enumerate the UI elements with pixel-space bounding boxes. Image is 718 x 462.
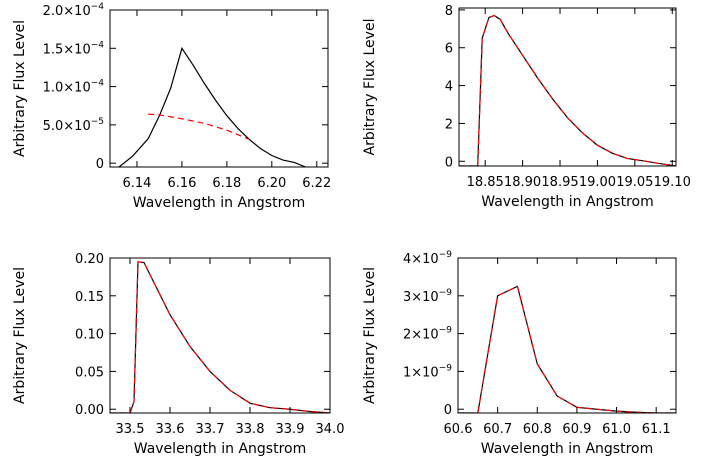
x-tick-label: 18.95 <box>541 175 578 190</box>
plot-frame <box>109 9 329 168</box>
y-tick-label: 0.15 <box>75 290 104 305</box>
x-axis-label: Wavelength in Angstrom <box>481 441 653 457</box>
plot-frame <box>458 7 677 167</box>
x-axis-label: Wavelength in Angstrom <box>134 441 306 457</box>
plot-frame <box>457 257 677 414</box>
y-tick-label: 2.0×10−4 <box>43 2 105 19</box>
y-tick-label: 4 <box>445 80 453 95</box>
x-tick-label: 18.85 <box>467 175 504 190</box>
x-axis-label: Wavelength in Angstrom <box>133 195 305 211</box>
y-tick-label: 0.10 <box>75 328 104 343</box>
x-tick-label: 60.8 <box>523 422 552 437</box>
x-tick-label: 6.22 <box>302 176 331 191</box>
y-axis-label: Arbitrary Flux Level <box>362 19 378 156</box>
x-tick-label: 60.9 <box>562 422 591 437</box>
x-tick-label: 60.7 <box>483 422 512 437</box>
y-tick-label: 8 <box>445 4 453 19</box>
x-tick-label: 18.90 <box>504 175 541 190</box>
y-tick-label: 0.00 <box>75 403 104 418</box>
x-tick-label: 33.9 <box>276 422 305 437</box>
series-line-1 <box>458 285 676 413</box>
series-line-2 <box>458 285 676 413</box>
y-tick-label: 6 <box>445 42 453 57</box>
x-tick-label: 6.20 <box>257 176 286 191</box>
plot-frame <box>109 257 331 414</box>
series-line-2 <box>148 113 250 140</box>
series-line-1 <box>110 261 330 413</box>
y-tick-label: 0 <box>444 403 452 418</box>
y-tick-label: 0 <box>445 155 453 170</box>
chart-panel-2: 18.85 18.90 18.95 19.00 19.05 19.10 0 2 4 6 8 Wavel… <box>362 4 691 210</box>
y-axis-label: Arbitrary Flux Level <box>12 267 28 404</box>
x-tick-label: 6.16 <box>167 176 196 191</box>
y-tick-label: 1.0×10−4 <box>43 79 105 96</box>
y-tick-label: 1.5×10−4 <box>43 40 105 57</box>
x-tick-label: 33.8 <box>236 422 265 437</box>
x-tick-label: 60.6 <box>444 422 473 437</box>
x-tick-label: 34.0 <box>316 422 345 437</box>
x-tick-label: 33.7 <box>196 422 225 437</box>
series-line-2 <box>459 14 676 166</box>
y-tick-label: 0.05 <box>75 365 104 380</box>
x-tick-label: 33.6 <box>156 422 185 437</box>
y-tick-label: 5.0×10−5 <box>43 117 104 134</box>
series-line-2 <box>110 261 330 413</box>
x-tick-label: 6.18 <box>212 176 241 191</box>
chart-panel-4: 60.6 60.7 60.8 60.9 61.0 61.1 0 1×10−9 2×10−9 3×1… <box>362 250 677 457</box>
y-tick-label: 0 <box>96 157 104 172</box>
x-tick-label: 19.10 <box>654 175 691 190</box>
y-tick-label: 1×10−9 <box>403 363 452 380</box>
series-line-1 <box>459 14 676 166</box>
y-axis-label: Arbitrary Flux Level <box>12 20 28 157</box>
x-tick-label: 61.1 <box>642 422 671 437</box>
series-line-1 <box>118 46 306 167</box>
x-tick-label: 19.05 <box>616 175 653 190</box>
y-tick-label: 2×10−9 <box>403 326 452 343</box>
chart-panel-3: 33.5 33.6 33.7 33.8 33.9 34.0 0.00 0.05 0.10 0.15… <box>12 252 344 457</box>
x-tick-label: 33.5 <box>116 422 145 437</box>
y-tick-label: 4×10−9 <box>403 250 452 267</box>
y-tick-label: 0.20 <box>75 252 104 267</box>
y-tick-label: 2 <box>445 117 453 132</box>
x-tick-label: 61.0 <box>602 422 631 437</box>
x-axis-label: Wavelength in Angstrom <box>481 194 653 210</box>
chart-panel-1: 6.14 6.16 6.18 6.20 6.22 0 5.0×10−5 1.0×10−4 1.5… <box>12 2 331 211</box>
x-tick-label: 19.00 <box>579 175 616 190</box>
y-tick-label: 3×10−9 <box>403 288 452 305</box>
y-axis-label: Arbitrary Flux Level <box>362 267 378 404</box>
x-tick-label: 6.14 <box>122 176 151 191</box>
